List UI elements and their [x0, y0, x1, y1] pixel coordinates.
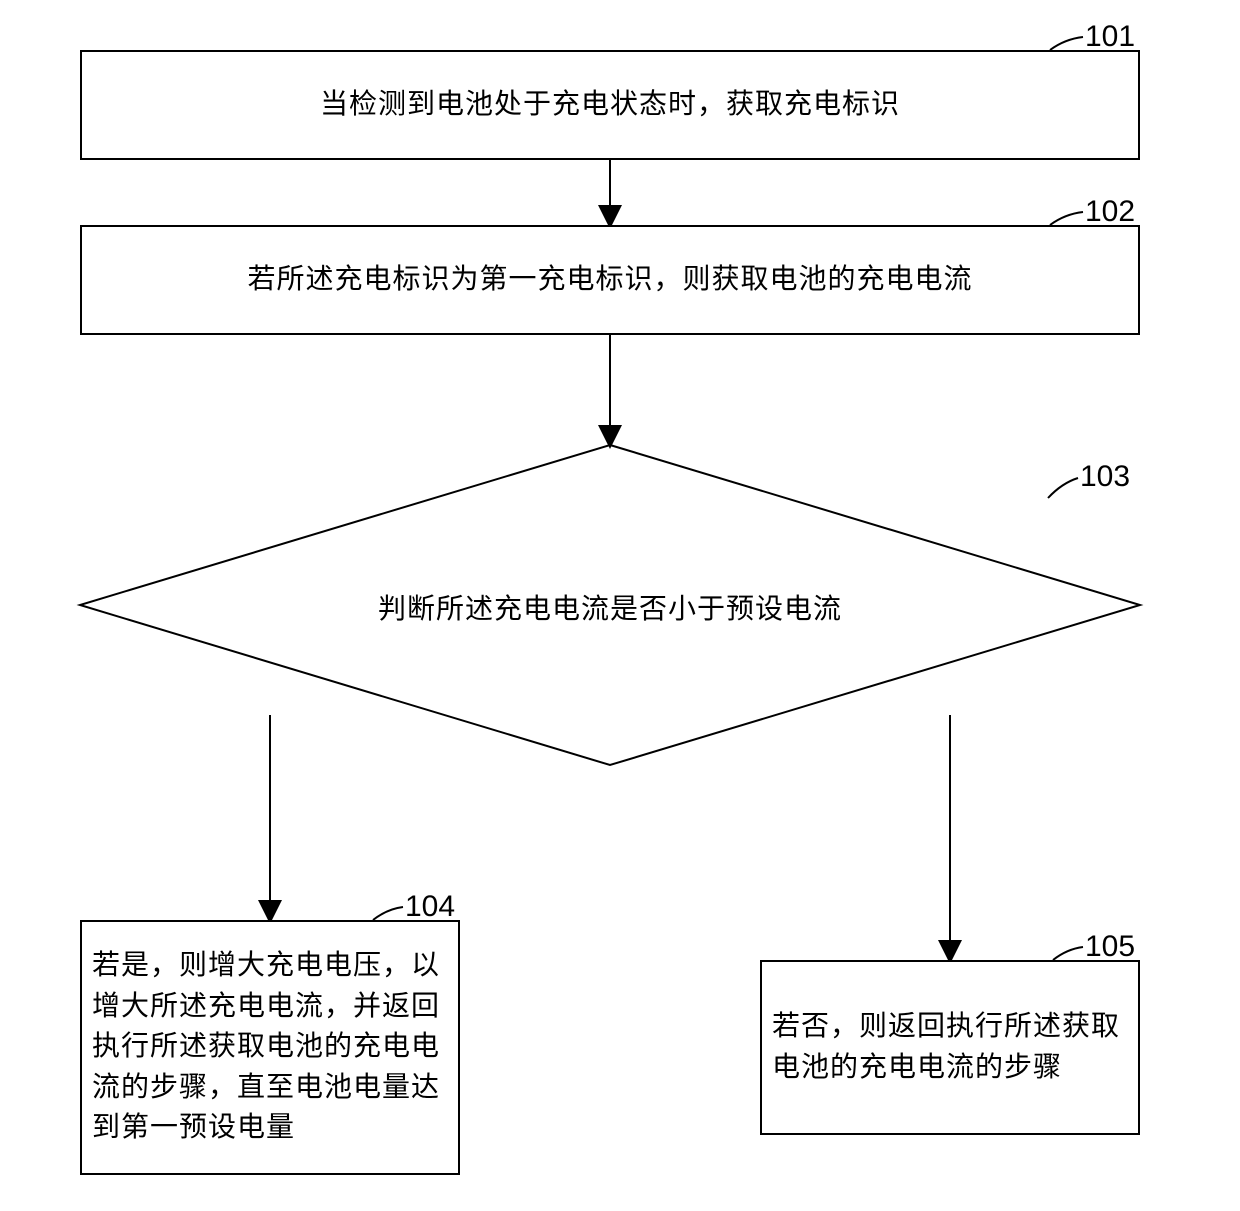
leader-105	[1053, 947, 1083, 960]
step-103-label: 103	[1080, 460, 1130, 494]
step-105-text: 若否，则返回执行所述获取电池的充电电流的步骤	[772, 1007, 1128, 1088]
step-104-text: 若是，则增大充电电压，以增大所述充电电流，并返回执行所述获取电池的充电电流的步骤…	[92, 946, 448, 1149]
step-105-label: 105	[1085, 930, 1135, 964]
leader-102	[1050, 212, 1083, 225]
step-102-label: 102	[1085, 195, 1135, 229]
step-101-label: 101	[1085, 20, 1135, 54]
step-104-label: 104	[405, 890, 455, 924]
leader-104	[373, 907, 403, 920]
step-104-box: 若是，则增大充电电压，以增大所述充电电流，并返回执行所述获取电池的充电电流的步骤…	[80, 920, 460, 1175]
step-102-text: 若所述充电标识为第一充电标识，则获取电池的充电电流	[247, 260, 972, 301]
step-101-box: 当检测到电池处于充电状态时，获取充电标识	[80, 50, 1140, 160]
leader-103	[1048, 478, 1078, 498]
leader-101	[1050, 37, 1083, 50]
step-102-box: 若所述充电标识为第一充电标识，则获取电池的充电电流	[80, 225, 1140, 335]
step-103-text: 判断所述充电电流是否小于预设电流	[80, 587, 1140, 627]
step-105-box: 若否，则返回执行所述获取电池的充电电流的步骤	[760, 960, 1140, 1135]
step-101-text: 当检测到电池处于充电状态时，获取充电标识	[320, 85, 900, 126]
